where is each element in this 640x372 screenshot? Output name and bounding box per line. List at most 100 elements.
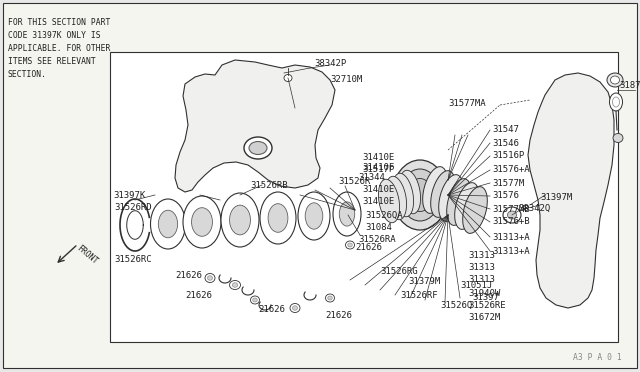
Ellipse shape xyxy=(230,205,250,235)
Text: 31313: 31313 xyxy=(468,276,495,285)
Ellipse shape xyxy=(253,298,257,302)
Ellipse shape xyxy=(503,207,521,223)
Bar xyxy=(110,52,618,342)
Text: 31547: 31547 xyxy=(492,125,519,135)
Text: 31397: 31397 xyxy=(472,294,499,302)
Ellipse shape xyxy=(607,73,623,87)
Text: 31576: 31576 xyxy=(492,192,519,201)
Ellipse shape xyxy=(613,134,623,142)
Text: 31526RC: 31526RC xyxy=(114,256,152,264)
Text: 31517P: 31517P xyxy=(362,166,394,174)
Ellipse shape xyxy=(244,137,272,159)
Ellipse shape xyxy=(250,296,259,304)
Ellipse shape xyxy=(431,171,455,217)
Text: 31313+A: 31313+A xyxy=(492,247,530,256)
Text: 31526RG: 31526RG xyxy=(380,267,418,276)
Ellipse shape xyxy=(400,169,440,221)
Ellipse shape xyxy=(158,210,178,238)
Ellipse shape xyxy=(612,97,620,107)
Text: 38342Q: 38342Q xyxy=(518,203,550,212)
Text: 31526RD: 31526RD xyxy=(114,203,152,212)
Text: 31397M: 31397M xyxy=(540,193,572,202)
Text: 32710M: 32710M xyxy=(330,76,362,84)
Ellipse shape xyxy=(232,283,237,287)
Ellipse shape xyxy=(290,304,300,312)
Text: 21626: 21626 xyxy=(185,291,212,299)
Ellipse shape xyxy=(454,183,479,230)
Ellipse shape xyxy=(346,241,355,249)
Text: 31526RF: 31526RF xyxy=(400,291,438,299)
Text: 31577MA: 31577MA xyxy=(448,99,486,108)
Ellipse shape xyxy=(399,170,420,214)
Text: 31526RE: 31526RE xyxy=(468,301,506,310)
Text: 31526Q: 31526Q xyxy=(440,301,472,310)
Ellipse shape xyxy=(339,202,355,226)
Text: 31877: 31877 xyxy=(619,80,640,90)
Text: APPLICABLE. FOR OTHER: APPLICABLE. FOR OTHER xyxy=(8,44,110,53)
Text: CODE 31397K ONLY IS: CODE 31397K ONLY IS xyxy=(8,31,100,40)
Ellipse shape xyxy=(205,273,215,282)
Text: 31397K: 31397K xyxy=(113,190,145,199)
Ellipse shape xyxy=(230,280,241,289)
Ellipse shape xyxy=(611,76,620,84)
Text: 31576+A: 31576+A xyxy=(492,166,530,174)
Text: FOR THIS SECTION PART: FOR THIS SECTION PART xyxy=(8,18,110,27)
Polygon shape xyxy=(175,60,335,192)
Text: 31084: 31084 xyxy=(365,224,392,232)
Ellipse shape xyxy=(221,193,259,247)
Ellipse shape xyxy=(508,211,516,219)
Text: SECTION.: SECTION. xyxy=(8,70,47,79)
Text: 21626: 21626 xyxy=(325,311,352,320)
Text: 31313+A: 31313+A xyxy=(492,232,530,241)
Ellipse shape xyxy=(378,179,399,223)
Ellipse shape xyxy=(268,204,288,232)
Text: 31672M: 31672M xyxy=(468,314,500,323)
Text: 38342P: 38342P xyxy=(314,60,346,68)
Ellipse shape xyxy=(260,192,296,244)
Ellipse shape xyxy=(249,141,267,154)
Text: 31313: 31313 xyxy=(468,250,495,260)
Ellipse shape xyxy=(328,296,332,300)
Text: 31410E: 31410E xyxy=(362,186,394,195)
Text: 31546: 31546 xyxy=(492,138,519,148)
Text: 31526RA: 31526RA xyxy=(358,235,396,244)
Polygon shape xyxy=(528,73,614,308)
Ellipse shape xyxy=(385,176,406,220)
Text: 31313: 31313 xyxy=(468,263,495,273)
Text: 31577M: 31577M xyxy=(492,179,524,187)
Ellipse shape xyxy=(422,167,447,214)
Ellipse shape xyxy=(447,179,471,225)
Text: 31344: 31344 xyxy=(358,173,385,183)
Ellipse shape xyxy=(392,160,447,230)
Ellipse shape xyxy=(298,192,330,240)
Ellipse shape xyxy=(392,173,413,217)
Ellipse shape xyxy=(292,306,298,310)
Text: 31526QA: 31526QA xyxy=(365,211,403,219)
Ellipse shape xyxy=(305,203,323,229)
Ellipse shape xyxy=(463,187,487,233)
Text: 31576+B: 31576+B xyxy=(492,218,530,227)
Text: 31526RB: 31526RB xyxy=(250,180,287,189)
Ellipse shape xyxy=(191,208,212,236)
Ellipse shape xyxy=(408,179,433,212)
Text: 31051J: 31051J xyxy=(460,280,492,289)
Text: 31410E: 31410E xyxy=(362,154,394,163)
Ellipse shape xyxy=(609,93,623,111)
Text: 31379M: 31379M xyxy=(408,278,440,286)
Ellipse shape xyxy=(183,196,221,248)
Ellipse shape xyxy=(438,174,463,221)
Ellipse shape xyxy=(207,276,212,280)
Ellipse shape xyxy=(348,243,352,247)
Text: 21626: 21626 xyxy=(355,244,382,253)
Text: 21626: 21626 xyxy=(258,305,285,314)
Text: FRONT: FRONT xyxy=(75,244,99,266)
Text: 31516P: 31516P xyxy=(492,151,524,160)
Text: 31577MB: 31577MB xyxy=(492,205,530,214)
Text: 31526R: 31526R xyxy=(338,177,371,186)
Ellipse shape xyxy=(326,294,335,302)
Text: ITEMS SEE RELEVANT: ITEMS SEE RELEVANT xyxy=(8,57,96,66)
Ellipse shape xyxy=(333,192,361,236)
Text: 31940W: 31940W xyxy=(468,289,500,298)
Text: A3 P A 0 1: A3 P A 0 1 xyxy=(573,353,622,362)
Text: 31410F: 31410F xyxy=(362,164,394,173)
